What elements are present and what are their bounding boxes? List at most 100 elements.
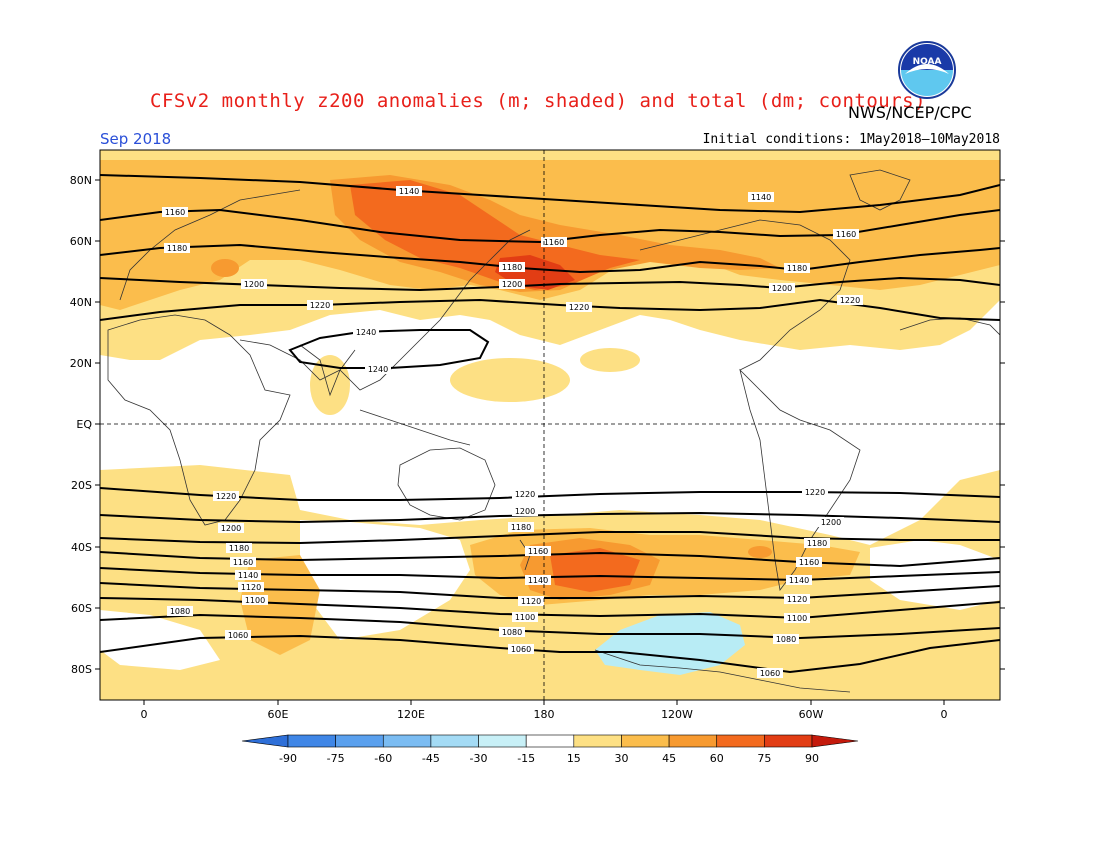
svg-text:1080: 1080: [776, 635, 796, 644]
coast-australia: [397, 447, 496, 521]
initial-conditions: Initial conditions: 1May2018—10May2018: [702, 132, 1000, 147]
clabel-1180-c: 1180: [784, 263, 810, 273]
clabel-1200-a: 1200: [241, 279, 267, 289]
colorbar-tick-label: 30: [614, 752, 628, 765]
svg-text:1160: 1160: [528, 547, 548, 556]
contour-s1060: [100, 634, 1000, 674]
colorbar-tick-label: -60: [374, 752, 392, 765]
svg-text:1220: 1220: [840, 296, 860, 305]
colorbar-segment: [716, 734, 765, 748]
colorbar-segment: [764, 734, 813, 748]
shade-sh-patch: [748, 546, 772, 558]
svg-text:1220: 1220: [310, 301, 330, 310]
clabel-s1080-b: 1080: [499, 627, 525, 637]
clabel-s1120-b: 1120: [518, 596, 544, 606]
svg-text:1220: 1220: [515, 490, 535, 499]
lat-label-60s: 60S: [71, 602, 92, 615]
contour-s1220: [100, 487, 1000, 501]
coast-greenland: [849, 169, 911, 211]
lat-label-80n: 80N: [70, 174, 92, 187]
contour-s1180: [100, 531, 1000, 545]
colorbar-tick-label: 90: [805, 752, 819, 765]
clabel-1200-b: 1200: [499, 279, 525, 289]
svg-text:1220: 1220: [805, 488, 825, 497]
colorbar-segment: [430, 734, 479, 748]
svg-text:1060: 1060: [511, 645, 531, 654]
clabel-s1060-a: 1060: [225, 630, 251, 640]
svg-text:1180: 1180: [229, 544, 249, 553]
clabel-1140-b: 1140: [748, 192, 774, 202]
colorbar-segment: [573, 734, 622, 748]
shade-neg-15: [595, 612, 745, 675]
coast-europe: [119, 189, 301, 301]
clabel-s1120-c: 1120: [784, 594, 810, 604]
svg-text:1080: 1080: [170, 607, 190, 616]
lat-label-20s: 20S: [71, 479, 92, 492]
contour-s1080: [100, 613, 1000, 640]
shade-sh-60: [550, 548, 640, 592]
svg-text:1180: 1180: [787, 264, 807, 273]
coast-africa: [107, 314, 291, 526]
svg-text:1140: 1140: [751, 193, 771, 202]
clabel-1160-a: 1160: [162, 207, 188, 217]
svg-text:1220: 1220: [216, 492, 236, 501]
clabel-s1180-a: 1180: [226, 543, 252, 553]
lat-label-40n: 40N: [70, 296, 92, 309]
lon-label-60e: 60E: [268, 708, 289, 721]
clabel-s1140-a: 1140: [235, 570, 261, 580]
svg-text:1200: 1200: [772, 284, 792, 293]
clabel-1200-c: 1200: [769, 283, 795, 293]
lat-label-20n: 20N: [70, 357, 92, 370]
clabel-1220-c: 1220: [837, 295, 863, 305]
svg-text:1120: 1120: [787, 595, 807, 604]
svg-text:1100: 1100: [515, 613, 535, 622]
coast-india: [299, 344, 356, 397]
colorbar: -90 -75 -60 -45 -30 -15 15 30 45 60 75 90: [241, 734, 859, 765]
clabel-s1080-c: 1080: [773, 634, 799, 644]
contour-labels: 1140 1140 1160 1160 1160 1180 1180 1180 …: [162, 186, 863, 678]
lon-label-0: 0: [141, 708, 148, 721]
colorbar-segment: [621, 734, 670, 748]
svg-text:1200: 1200: [502, 280, 522, 289]
clabel-1220-a: 1220: [307, 300, 333, 310]
clabel-1240-b: 1240: [365, 364, 391, 374]
lat-label-80s: 80S: [71, 663, 92, 676]
svg-text:1060: 1060: [760, 669, 780, 678]
lat-label-40s: 40S: [71, 541, 92, 554]
svg-text:1160: 1160: [544, 238, 564, 247]
shade-nh-60: [350, 180, 640, 290]
colorbar-tick-label: 60: [710, 752, 724, 765]
svg-text:1220: 1220: [569, 303, 589, 312]
svg-text:1200: 1200: [821, 518, 841, 527]
colorbar-arrow-right: [811, 734, 859, 748]
lat-label-eq: EQ: [76, 418, 92, 431]
lon-label-180: 180: [534, 708, 555, 721]
svg-text:1200: 1200: [515, 507, 535, 516]
lon-label-60w: 60W: [799, 708, 824, 721]
clabel-s1220-b: 1220: [512, 489, 538, 499]
colorbar-tick-label: 75: [757, 752, 771, 765]
clabel-1160-b: 1160: [541, 237, 567, 247]
svg-text:1100: 1100: [245, 596, 265, 605]
lon-label-120e: 120E: [397, 708, 425, 721]
svg-text:1160: 1160: [233, 558, 253, 567]
lat-label-60n: 60N: [70, 235, 92, 248]
svg-text:1120: 1120: [521, 597, 541, 606]
svg-text:1160: 1160: [799, 558, 819, 567]
agency-label: NWS/NCEP/CPC: [848, 103, 972, 122]
coast-indonesia: [359, 409, 471, 446]
svg-text:1120: 1120: [241, 583, 261, 592]
svg-text:1140: 1140: [238, 571, 258, 580]
svg-text:1240: 1240: [368, 365, 388, 374]
clabel-1180-b: 1180: [499, 262, 525, 272]
clabel-s1160-b: 1160: [525, 546, 551, 556]
clabel-1240-a: 1240: [353, 327, 379, 337]
clabel-s1100-c: 1100: [784, 613, 810, 623]
svg-text:1100: 1100: [787, 614, 807, 623]
clabel-s1140-c: 1140: [786, 575, 812, 585]
clabel-s1080-a: 1080: [167, 606, 193, 616]
lon-label-0b: 0: [941, 708, 948, 721]
clabel-1180-a: 1180: [164, 243, 190, 253]
svg-text:1140: 1140: [399, 187, 419, 196]
contour-1140: [100, 174, 1000, 214]
